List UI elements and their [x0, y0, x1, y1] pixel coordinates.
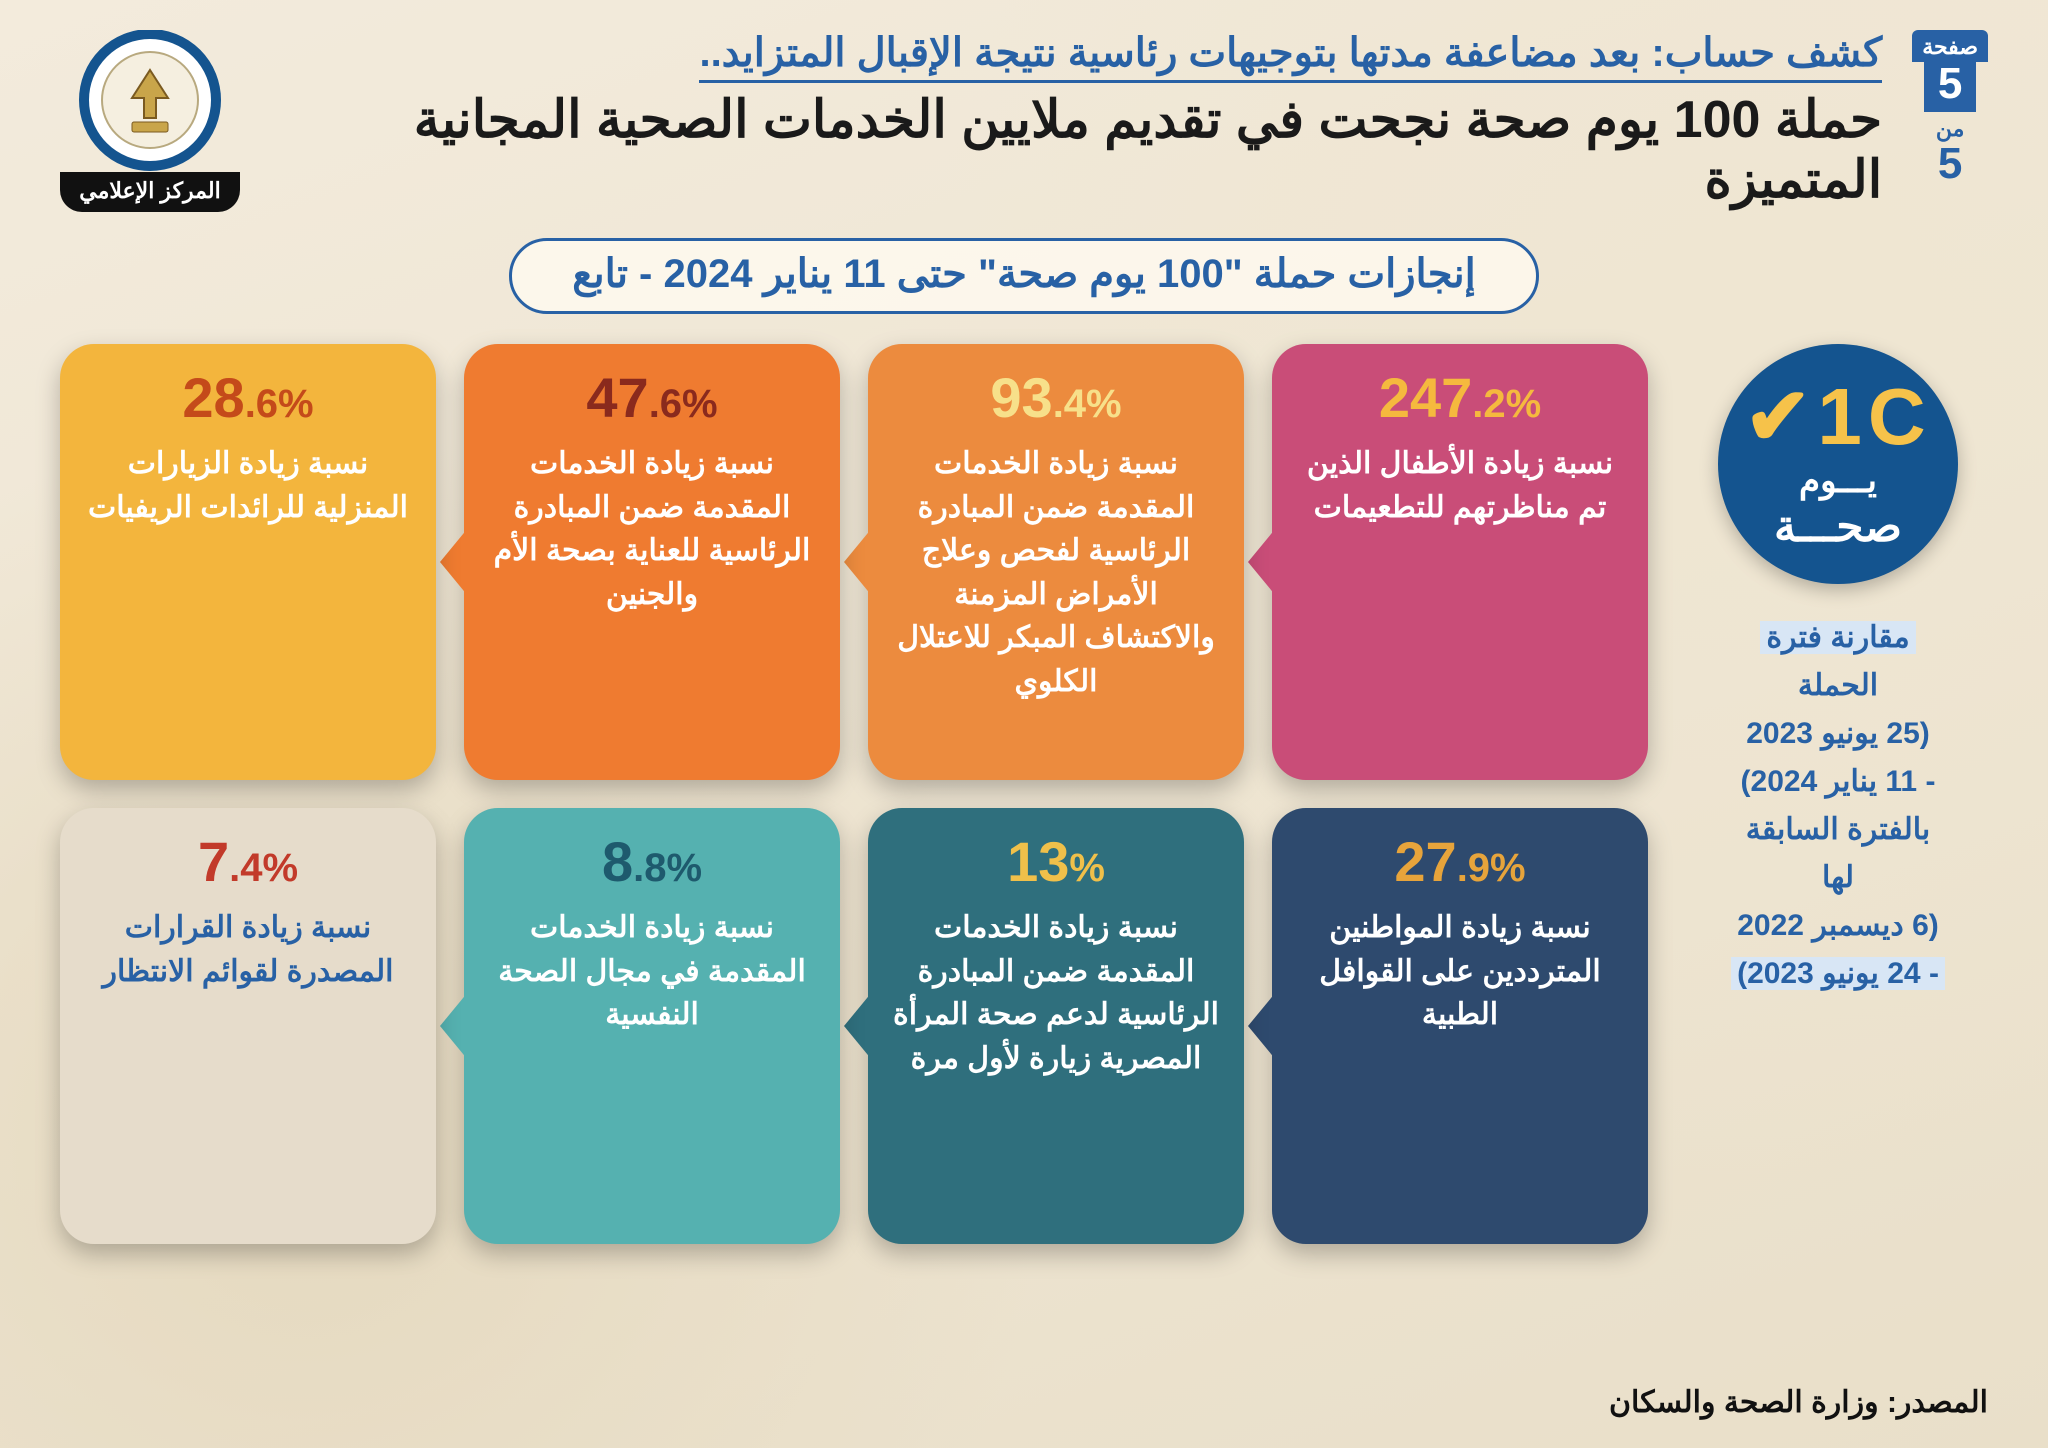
comparison-note: مقارنة فترة الحملة (25 يونيو 2023 - 11 ي…	[1731, 614, 1945, 998]
note-line: الحملة	[1798, 669, 1878, 702]
pct-int: 8	[602, 830, 633, 893]
note-line: - 24 يونيو 2023)	[1731, 957, 1945, 990]
pct-dec: .6	[649, 382, 682, 426]
logo-line3: صحـــة	[1774, 501, 1902, 552]
page-title: حملة 100 يوم صحة نجحت في تقديم ملايين ال…	[270, 91, 1882, 211]
source-label: المصدر: وزارة الصحة والسكان	[60, 1385, 1988, 1420]
card-desc: نسبة زيادة الخدمات المقدمة ضمن المبادرة …	[892, 442, 1220, 703]
card-mental-health: 8.8% نسبة زيادة الخدمات المقدمة في مجال …	[464, 808, 840, 1244]
page-current: 5	[1924, 62, 1976, 112]
card-convoys: 27.9% نسبة زيادة المواطنين المترددين على…	[1272, 808, 1648, 1244]
card-desc: نسبة زيادة الخدمات المقدمة ضمن المبادرة …	[892, 906, 1220, 1080]
pct-dec: .4	[1053, 382, 1086, 426]
card-percentage: 247.2%	[1379, 370, 1541, 426]
note-line: - 11 يناير 2024)	[1741, 765, 1936, 798]
page-total: 5	[1938, 142, 1962, 186]
pct-dec: .4	[229, 846, 262, 890]
pct-int: 13	[1007, 830, 1069, 893]
sidebar: 1C✔ يـــوم صحـــة مقارنة فترة الحملة (25…	[1688, 344, 1988, 998]
pct-int: 93	[990, 366, 1052, 429]
card-desc: نسبة زيادة الخدمات المقدمة ضمن المبادرة …	[488, 442, 816, 616]
government-seal: المركز الإعلامي	[60, 30, 240, 212]
card-desc: نسبة زيادة المواطنين المترددين على القوا…	[1296, 906, 1624, 1037]
note-line: (25 يونيو 2023	[1746, 717, 1930, 750]
subtitle: كشف حساب: بعد مضاعفة مدتها بتوجيهات رئاس…	[699, 30, 1882, 83]
note-line: بالفترة السابقة	[1746, 813, 1930, 846]
pct-int: 28	[182, 366, 244, 429]
pct-dec: .6	[245, 382, 278, 426]
main-content: 247.2% نسبة زيادة الأطفال الذين تم مناظر…	[60, 344, 1988, 1244]
title-block: كشف حساب: بعد مضاعفة مدتها بتوجيهات رئاس…	[270, 30, 1882, 211]
card-desc: نسبة زيادة الخدمات المقدمة في مجال الصحة…	[488, 906, 816, 1037]
pct-dec: .2	[1472, 382, 1505, 426]
page-number-badge: صفحة 5 من 5	[1912, 30, 1988, 186]
note-line: مقارنة فترة	[1760, 621, 1915, 654]
pct-unit: %	[1506, 382, 1542, 426]
pct-unit: %	[1069, 846, 1105, 890]
card-rural-visits: 28.6% نسبة زيادة الزيارات المنزلية للرائ…	[60, 344, 436, 780]
card-vaccinations: 247.2% نسبة زيادة الأطفال الذين تم مناظر…	[1272, 344, 1648, 780]
pct-unit: %	[666, 846, 702, 890]
card-percentage: 27.9%	[1394, 834, 1525, 890]
pct-unit: %	[682, 382, 718, 426]
card-percentage: 47.6%	[586, 370, 717, 426]
pct-unit: %	[1490, 846, 1526, 890]
card-women-health: 13% نسبة زيادة الخدمات المقدمة ضمن المبا…	[868, 808, 1244, 1244]
card-percentage: 93.4%	[990, 370, 1121, 426]
card-chronic-kidney: 93.4% نسبة زيادة الخدمات المقدمة ضمن الم…	[868, 344, 1244, 780]
pct-unit: %	[1086, 382, 1122, 426]
pct-dec: .8	[633, 846, 666, 890]
pct-unit: %	[278, 382, 314, 426]
card-percentage: 8.8%	[602, 834, 702, 890]
card-maternal: 47.6% نسبة زيادة الخدمات المقدمة ضمن الم…	[464, 344, 840, 780]
card-desc: نسبة زيادة الزيارات المنزلية للرائدات ال…	[84, 442, 412, 529]
logo-line2: يـــوم	[1799, 461, 1877, 501]
card-desc: نسبة زيادة القرارات المصدرة لقوائم الانت…	[84, 906, 412, 993]
card-desc: نسبة زيادة الأطفال الذين تم مناظرتهم للت…	[1296, 442, 1624, 529]
note-line: (6 ديسمبر 2022	[1737, 909, 1939, 942]
card-percentage: 28.6%	[182, 370, 313, 426]
pct-dec: .9	[1457, 846, 1490, 890]
section-pill: إنجازات حملة "100 يوم صحة" حتى 11 يناير …	[509, 238, 1539, 314]
campaign-logo: 1C✔ يـــوم صحـــة	[1718, 344, 1958, 584]
header: صفحة 5 من 5 كشف حساب: بعد مضاعفة مدتها ب…	[60, 30, 1988, 212]
seal-icon	[65, 30, 235, 180]
card-waiting-lists: 7.4% نسبة زيادة القرارات المصدرة لقوائم …	[60, 808, 436, 1244]
page-label: صفحة	[1912, 30, 1988, 62]
card-percentage: 13%	[1007, 834, 1105, 890]
pct-int: 47	[586, 366, 648, 429]
seal-banner: المركز الإعلامي	[60, 172, 240, 212]
cards-grid: 247.2% نسبة زيادة الأطفال الذين تم مناظر…	[60, 344, 1648, 1244]
pct-int: 27	[1394, 830, 1456, 893]
pct-int: 247	[1379, 366, 1472, 429]
pct-int: 7	[198, 830, 229, 893]
pct-unit: %	[262, 846, 298, 890]
note-line: لها	[1822, 861, 1854, 894]
logo-line1: 1C✔	[1744, 377, 1931, 457]
card-percentage: 7.4%	[198, 834, 298, 890]
section-pill-row: إنجازات حملة "100 يوم صحة" حتى 11 يناير …	[60, 238, 1988, 314]
